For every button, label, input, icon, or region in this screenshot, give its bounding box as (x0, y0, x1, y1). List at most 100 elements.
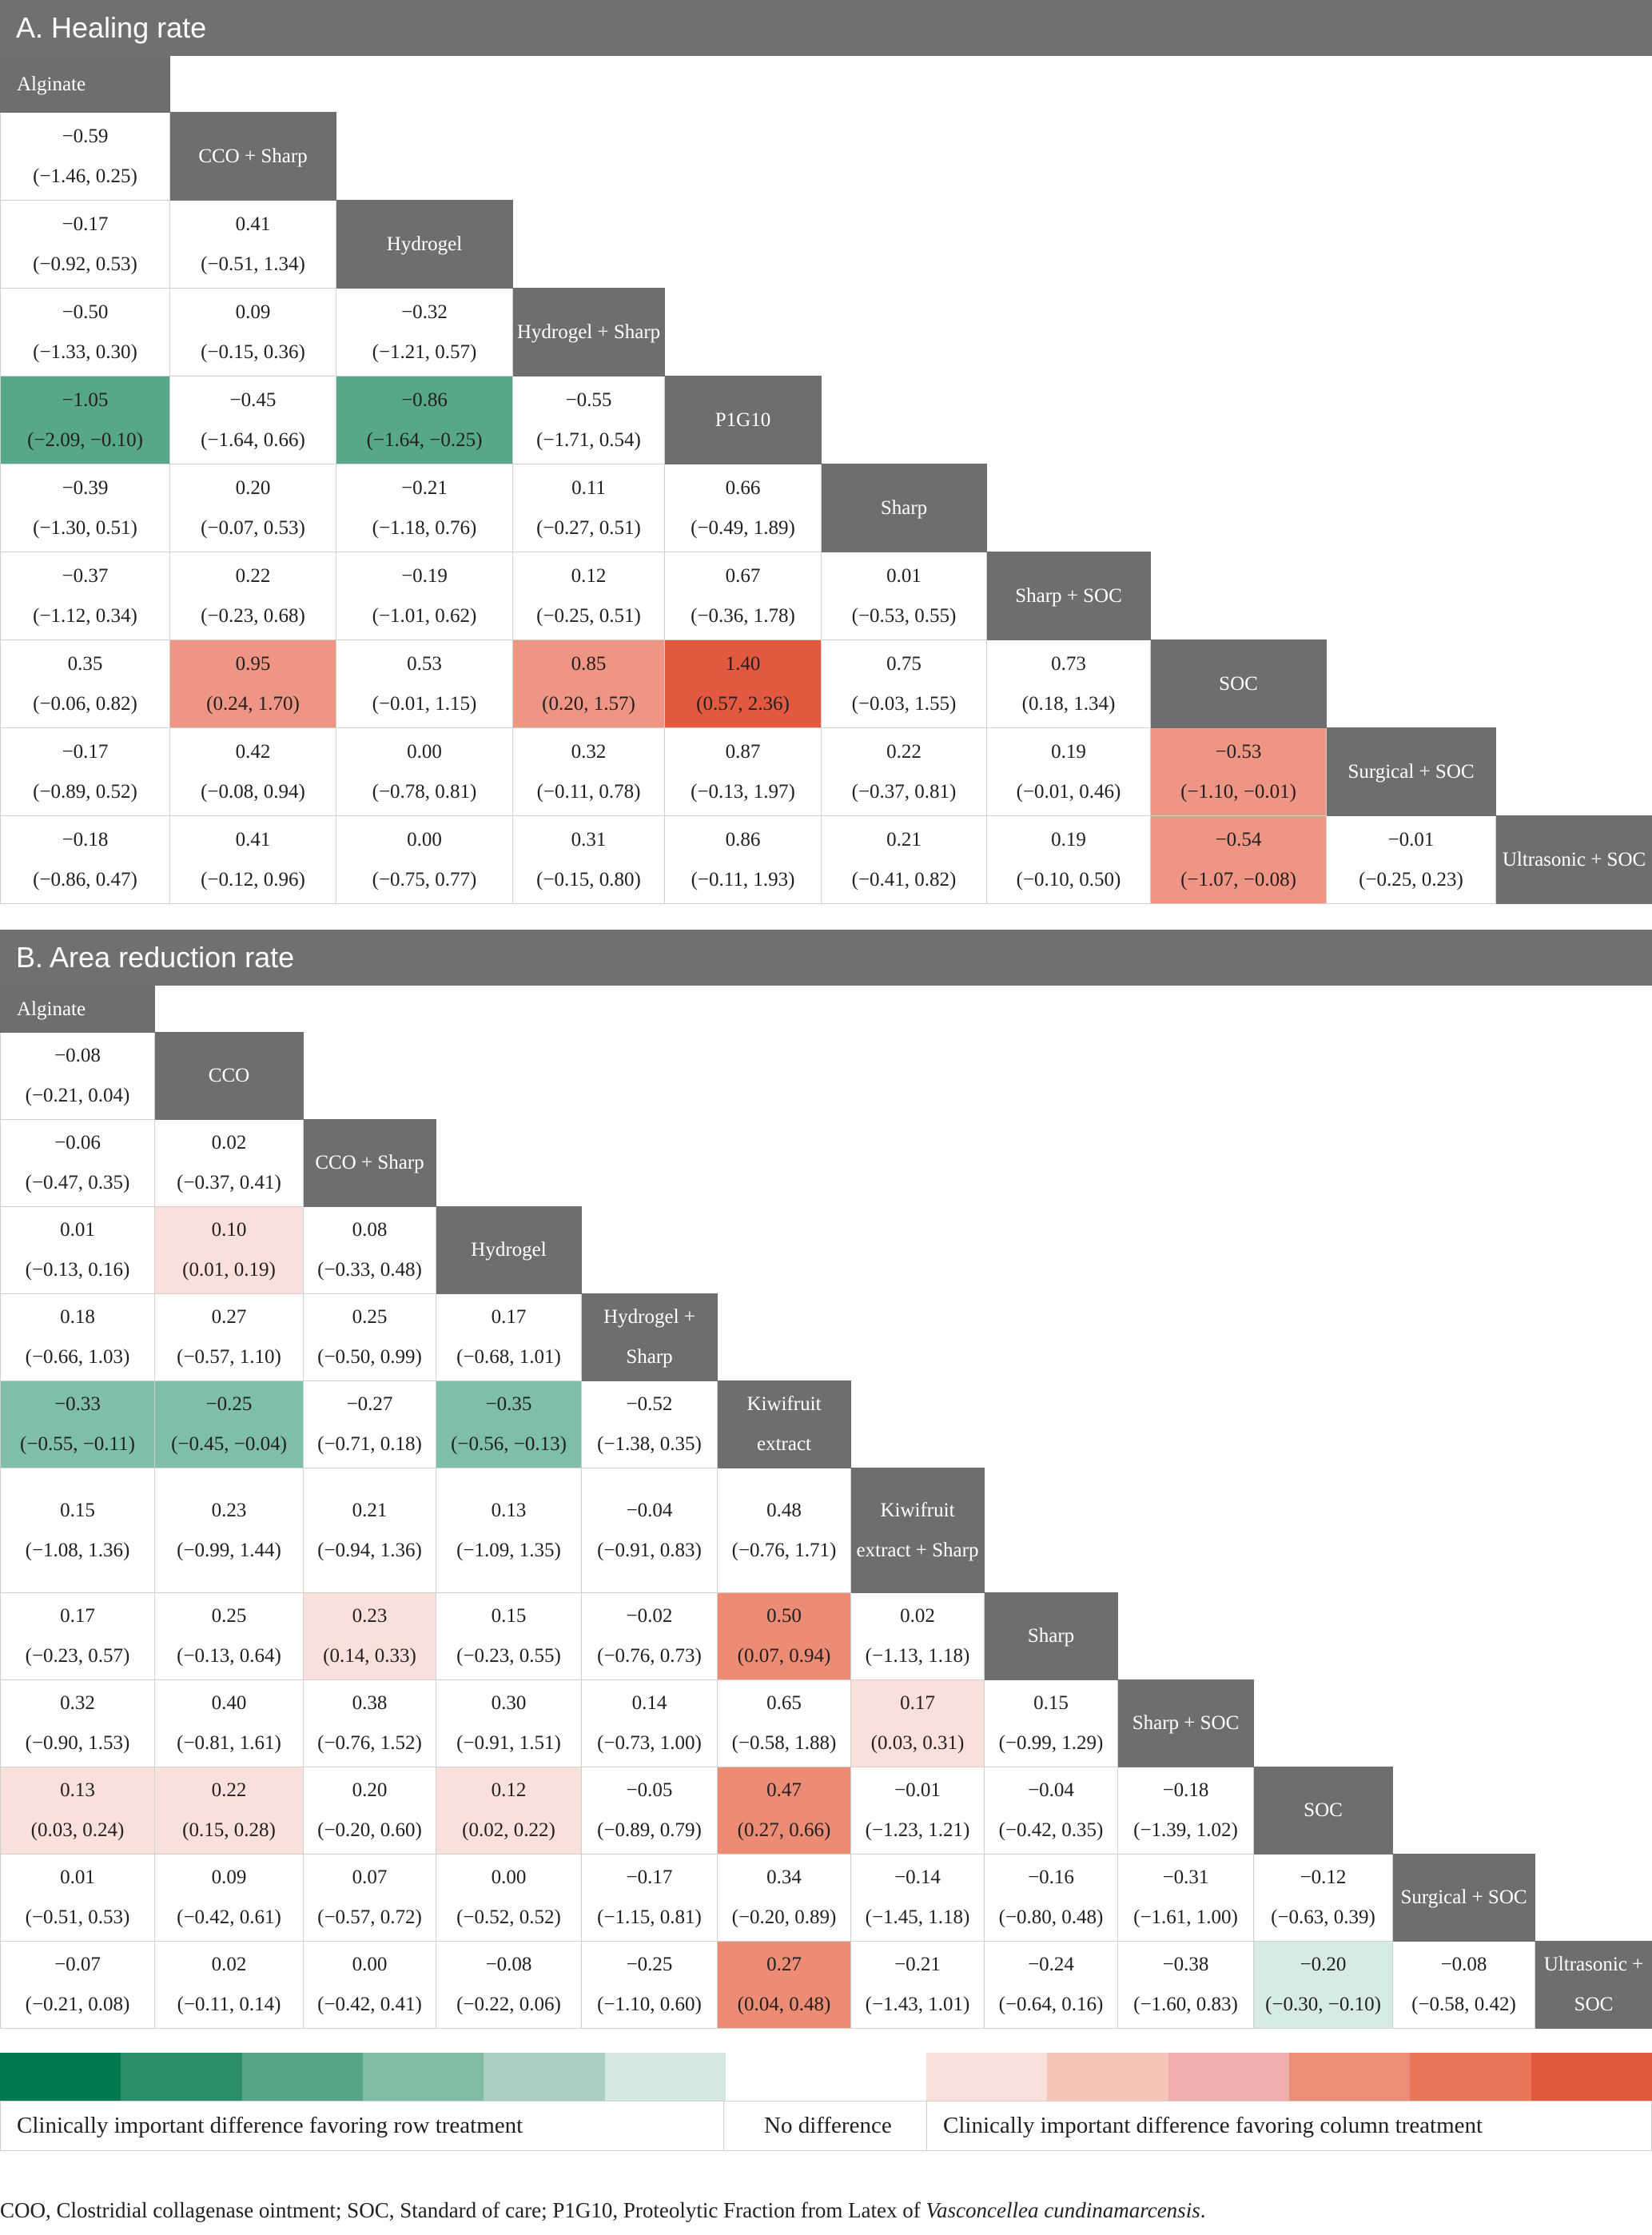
area-row: 0.01 (−0.13, 0.16) 0.10 (0.01, 0.19) 0.08 (−0… (0, 1206, 1652, 1294)
confidence-interval: (−0.81, 1.61) (177, 1732, 281, 1754)
healing-comparison-cell: −0.59 (−1.46, 0.25) (0, 112, 170, 201)
legend-swatch (926, 2053, 1048, 2101)
legend-label-column: Clinically important difference favoring… (943, 2113, 1483, 2138)
healing-comparison-cell: −0.39 (−1.30, 0.51) (0, 464, 170, 552)
healing-comparison-cell: 0.87 (−0.13, 1.97) (664, 727, 822, 816)
effect-estimate: −0.08 (485, 1954, 532, 1975)
effect-estimate: −0.32 (401, 301, 448, 323)
effect-estimate: 0.11 (571, 476, 606, 499)
empty-cell (1495, 56, 1652, 113)
empty-cell (1392, 1767, 1535, 1855)
healing-comparison-cell: 0.11 (−0.27, 0.51) (512, 464, 665, 552)
empty-cell (1326, 639, 1496, 728)
effect-estimate: 0.15 (491, 1605, 527, 1627)
healing-row: Alginate (0, 56, 1652, 113)
healing-comparison-cell: −0.19 (−1.01, 0.62) (336, 552, 513, 640)
effect-estimate: 0.66 (725, 476, 761, 499)
effect-estimate: 0.35 (67, 652, 103, 675)
empty-cell (850, 1206, 985, 1294)
confidence-interval: (−1.64, −0.25) (366, 428, 483, 451)
empty-cell (1392, 1119, 1535, 1207)
confidence-interval: (−1.46, 0.25) (33, 165, 137, 187)
empty-cell (1535, 1767, 1652, 1855)
empty-cell (1535, 1854, 1652, 1942)
empty-cell (1535, 1206, 1652, 1294)
confidence-interval: (−1.30, 0.51) (33, 516, 137, 539)
confidence-interval: (−0.80, 0.48) (998, 1906, 1104, 1928)
area-comparison-cell: 0.48 (−0.76, 1.71) (717, 1468, 851, 1593)
healing-treatment-label: CCO + Sharp (169, 112, 336, 201)
confidence-interval: (−1.10, −0.01) (1180, 780, 1296, 803)
empty-cell (984, 1206, 1118, 1294)
empty-cell (512, 112, 665, 201)
confidence-interval: (−1.01, 0.62) (372, 604, 477, 627)
confidence-interval: (−0.92, 0.53) (33, 253, 137, 275)
healing-comparison-cell: 0.86 (−0.11, 1.93) (664, 815, 822, 904)
effect-estimate: −0.01 (894, 1779, 941, 1801)
confidence-interval: (−0.78, 0.81) (372, 780, 477, 803)
confidence-interval: (−0.76, 0.73) (597, 1645, 702, 1667)
healing-comparison-cell: 0.35 (−0.06, 0.82) (0, 639, 170, 728)
empty-cell (1535, 986, 1652, 1033)
effect-estimate: −0.08 (1440, 1954, 1487, 1975)
confidence-interval: (−0.66, 1.03) (25, 1346, 130, 1368)
effect-estimate: 0.01 (60, 1219, 95, 1241)
healing-row: −1.05 (−2.09, −0.10) −0.45 (−1.64, 0.66) −0.… (0, 376, 1652, 464)
empty-cell (1392, 1468, 1535, 1593)
healing-treatment-label: Alginate (0, 56, 170, 113)
empty-cell (1326, 376, 1496, 464)
empty-cell (1326, 56, 1496, 113)
confidence-interval: (0.20, 1.57) (542, 692, 635, 715)
healing-comparison-cell: 0.66 (−0.49, 1.89) (664, 464, 822, 552)
area-row: −0.06 (−0.47, 0.35) 0.02 (−0.37, 0.41) CCO +… (0, 1119, 1652, 1207)
empty-cell (1150, 200, 1327, 289)
legend-swatch (241, 2053, 363, 2101)
healing-comparison-cell: 0.00 (−0.75, 0.77) (336, 815, 513, 904)
confidence-interval: (−0.42, 0.41) (317, 1994, 422, 2015)
confidence-interval: (−0.30, −0.10) (1265, 1994, 1381, 2015)
area-comparison-cell: −0.08 (−0.58, 0.42) (1392, 1941, 1535, 2029)
area-comparison-cell: 0.14 (−0.73, 1.00) (581, 1679, 718, 1767)
effect-estimate: −0.55 (565, 388, 612, 411)
effect-estimate: −0.25 (626, 1954, 673, 1975)
effect-estimate: 0.13 (491, 1499, 527, 1521)
empty-cell (986, 200, 1151, 289)
area-comparison-cell: −0.25 (−0.45, −0.04) (154, 1380, 304, 1468)
healing-comparison-cell: −0.01 (−0.25, 0.23) (1326, 815, 1496, 904)
area-comparison-cell: −0.33 (−0.55, −0.11) (0, 1380, 155, 1468)
area-comparison-cell: 0.50 (0.07, 0.94) (717, 1592, 851, 1680)
confidence-interval: (−1.39, 1.02) (1133, 1819, 1238, 1841)
healing-row: −0.50 (−1.33, 0.30) 0.09 (−0.15, 0.36) −0.32… (0, 288, 1652, 376)
effect-estimate: 0.00 (407, 828, 442, 851)
empty-cell (1535, 1380, 1652, 1468)
area-comparison-cell: −0.21 (−1.43, 1.01) (850, 1941, 985, 2029)
empty-cell (1392, 1679, 1535, 1767)
effect-estimate: −0.53 (1215, 740, 1262, 763)
legend-swatch (1531, 2053, 1652, 2101)
confidence-interval: (−0.94, 1.36) (317, 1539, 422, 1561)
effect-estimate: 0.25 (352, 1306, 388, 1328)
empty-cell (1392, 1032, 1535, 1120)
area-comparison-cell: 0.34 (−0.20, 0.89) (717, 1854, 851, 1942)
empty-cell (850, 1032, 985, 1120)
confidence-interval: (0.04, 0.48) (737, 1994, 831, 2015)
empty-cell (1535, 1293, 1652, 1381)
healing-comparison-cell: −0.32 (−1.21, 0.57) (336, 288, 513, 376)
area-treatment-label: Surgical + SOC (1392, 1854, 1535, 1942)
confidence-interval: (−0.99, 1.44) (177, 1539, 281, 1561)
area-treatment-label: Hydrogel (436, 1206, 582, 1294)
area-treatment-label: Hydrogel + Sharp (581, 1293, 718, 1381)
empty-cell (1495, 727, 1652, 816)
healing-comparison-cell: −0.17 (−0.89, 0.52) (0, 727, 170, 816)
confidence-interval: (−0.51, 1.34) (201, 253, 305, 275)
confidence-interval: (−0.51, 0.53) (25, 1906, 130, 1928)
legend-swatch (0, 2053, 121, 2101)
effect-estimate: 0.27 (766, 1954, 802, 1975)
confidence-interval: (−0.37, 0.41) (177, 1172, 281, 1193)
empty-cell (1150, 56, 1327, 113)
effect-estimate: −0.04 (1028, 1779, 1074, 1801)
area-comparison-cell: 0.15 (−0.99, 1.29) (984, 1679, 1118, 1767)
area-treatment-label: Kiwifruit extract (717, 1380, 851, 1468)
empty-cell (984, 1293, 1118, 1381)
confidence-interval: (0.57, 2.36) (696, 692, 790, 715)
